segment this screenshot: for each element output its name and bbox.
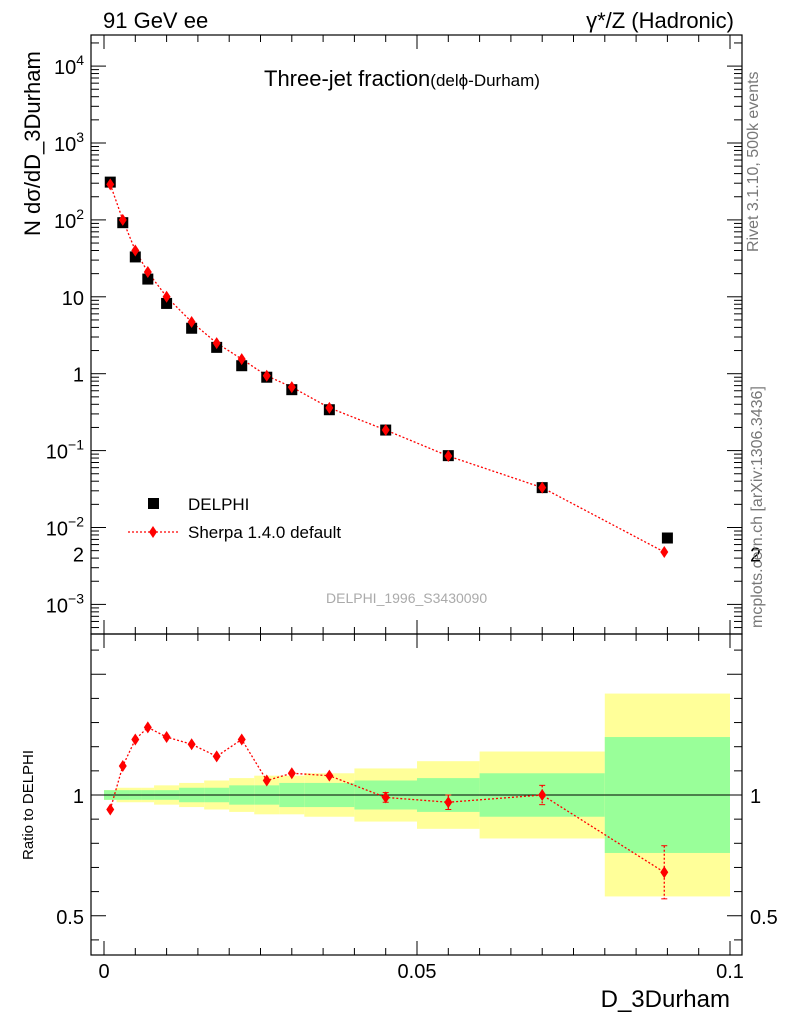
ratio-y-tick-label: 2 <box>73 545 84 567</box>
ratio-sherpa-point <box>538 789 547 801</box>
legend-mc-label: Sherpa 1.4.0 default <box>188 523 342 542</box>
delphi-point <box>129 251 141 263</box>
delphi-point <box>142 273 154 285</box>
y-axis-label-main: N dσ/dD_3Durham <box>20 51 45 236</box>
ratio-sherpa-point <box>262 774 271 787</box>
sherpa-point <box>143 266 152 279</box>
y-tick-label: 10−3 <box>46 590 84 617</box>
sherpa-point <box>381 424 390 437</box>
sherpa-point <box>237 353 246 366</box>
ratio-y-tick-label-right: 0.5 <box>750 907 778 929</box>
y-tick-label: 10−1 <box>46 437 84 464</box>
ratio-y-tick-label: 0.5 <box>56 907 84 929</box>
ratio-sherpa-point <box>118 760 127 773</box>
x-tick-label: 0 <box>98 961 109 983</box>
y-axis-label-ratio: Ratio to DELPHI <box>20 749 37 860</box>
main-plot-frame <box>90 34 743 635</box>
ratio-sherpa-point <box>287 767 296 780</box>
chart-title: Three-jet fraction(delϕ-Durham) <box>264 66 540 92</box>
x-axis-label: D_3Durham <box>600 986 730 1013</box>
ratio-sherpa-point <box>162 731 171 744</box>
chart-title-sub: (delϕ-Durham) <box>430 71 540 90</box>
chart-title-main: Three-jet fraction <box>264 66 431 91</box>
y-tick-label: 104 <box>54 52 84 79</box>
delphi-point <box>186 322 198 334</box>
y-tick-label: 10 <box>62 288 84 310</box>
delphi-point <box>236 360 248 372</box>
ratio-sherpa-point <box>106 803 115 816</box>
y-tick-label: 1 <box>73 365 84 387</box>
ratio-sherpa-point <box>237 733 246 746</box>
x-tick-label: 0.05 <box>398 961 437 983</box>
ratio-sherpa-point <box>444 796 453 809</box>
ratio-sherpa-point <box>325 769 334 782</box>
sherpa-point <box>131 244 140 257</box>
sherpa-point <box>538 481 547 494</box>
delphi-point <box>661 532 673 544</box>
y-tick-label: 103 <box>54 129 84 156</box>
y-tick-label: 10−2 <box>46 514 84 541</box>
header-left: 91 GeV ee <box>103 8 209 33</box>
ratio-sherpa-point <box>187 738 196 751</box>
ratio-sherpa-point <box>212 750 221 763</box>
legend-mc-marker <box>149 526 157 538</box>
sherpa-point <box>162 290 171 303</box>
ratio-y-tick-label: 1 <box>73 786 84 808</box>
ratio-sherpa-point <box>381 791 390 804</box>
ratio-y-tick-label-right: 1 <box>750 786 761 808</box>
legend-data-marker <box>148 498 159 509</box>
sherpa-point <box>660 546 669 559</box>
ratio-sherpa-point <box>143 721 152 734</box>
sherpa-point <box>187 316 196 329</box>
ratio-sherpa-point <box>660 866 669 879</box>
ratio-y-tick-label-right: 2 <box>750 545 761 567</box>
y-tick-label: 102 <box>54 206 84 233</box>
sherpa-point <box>325 401 334 414</box>
sherpa-point <box>287 381 296 394</box>
header-right: γ*/Z (Hadronic) <box>586 8 734 33</box>
sherpa-point <box>212 337 221 350</box>
delphi-point <box>161 297 173 309</box>
sherpa-point <box>262 369 271 382</box>
sherpa-point <box>106 178 115 191</box>
rivet-info: Rivet 3.1.10, 500k events <box>745 71 762 252</box>
mcplots-info: mcplots.cern.ch [arXiv:1306.3436] <box>749 386 766 628</box>
ratio-sherpa-point <box>131 733 140 746</box>
x-tick-label: 0.1 <box>716 961 744 983</box>
sherpa-point <box>118 213 127 226</box>
sherpa-point <box>444 450 453 463</box>
legend-data-label: DELPHI <box>188 495 250 514</box>
analysis-id: DELPHI_1996_S3430090 <box>326 590 488 606</box>
